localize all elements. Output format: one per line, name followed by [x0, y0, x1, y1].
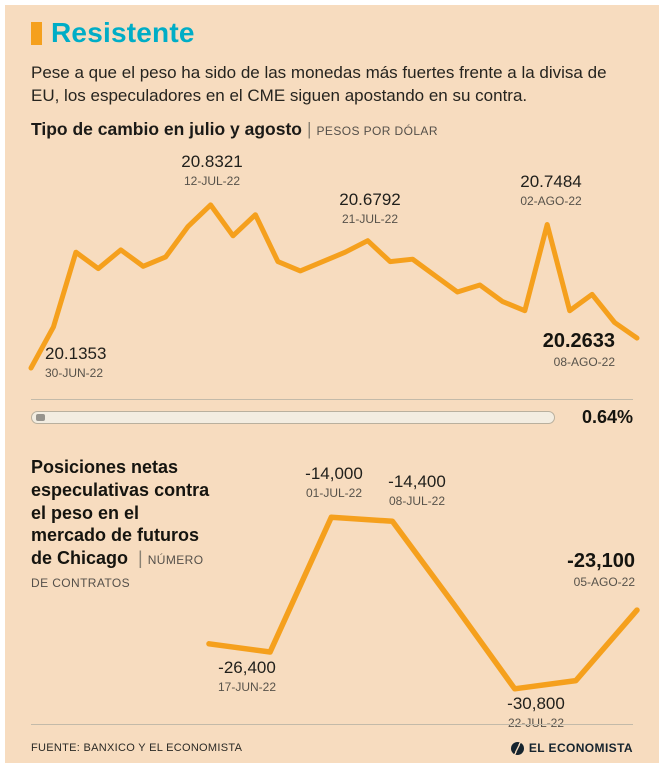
chart-annotation: -14,400 08-JUL-22: [388, 472, 446, 508]
scrollbar-track[interactable]: [31, 411, 555, 425]
speculative-positions-chart: Posiciones netas especulativas contra el…: [31, 454, 640, 732]
separator: |: [306, 119, 312, 140]
annotation-value: -26,400: [218, 658, 276, 678]
title-bullet-icon: [31, 21, 42, 45]
annotation-value: -30,800: [507, 694, 565, 714]
brand: EL ECONOMISTA: [510, 741, 633, 755]
annotation-date: 08-JUL-22: [388, 494, 446, 509]
scrollbar-handle[interactable]: [36, 414, 45, 422]
intro-text: Pese a que el peso ha sido de las moneda…: [31, 63, 607, 105]
annotation-date: 05-AGO-22: [573, 575, 635, 590]
chart2-title: Posiciones netas especulativas contra el…: [31, 456, 219, 592]
chart-annotation: -30,800 22-JUL-22: [507, 694, 565, 730]
separator: |: [138, 547, 143, 568]
brand-logo-icon: [510, 741, 524, 755]
chart2-unit-label: NÚMERO DE CONTRATOS: [31, 552, 204, 590]
chart2-title-text: Posiciones netas especulativas contra el…: [31, 457, 210, 568]
annotation-value: 20.7484: [520, 172, 582, 192]
chart1-unit-label: PESOS POR DÓLAR: [316, 124, 438, 139]
annotation-date: 01-JUL-22: [305, 486, 363, 501]
annotation-date: 12-JUL-22: [183, 174, 241, 189]
chart-annotation: 20.7484 02-AGO-22: [520, 172, 581, 208]
chart1-title: Tipo de cambio en julio y agosto | PESOS P…: [31, 119, 633, 140]
annotation-value: 20.2633: [542, 330, 615, 353]
chart1-title-text: Tipo de cambio en julio y agosto: [31, 119, 302, 140]
change-indicator-row: 0.64%: [31, 407, 633, 428]
annotation-value: -14,000: [305, 464, 363, 484]
footer-divider: [31, 724, 633, 725]
annotation-date: 30-JUN-22: [45, 366, 104, 381]
positions-line-chart: [206, 514, 640, 692]
divider: [31, 399, 633, 401]
annotation-value: 20.1353: [45, 344, 107, 364]
chart-annotation-latest: -23,100 05-AGO-22: [567, 550, 635, 589]
annotation-value: 20.6792: [339, 190, 401, 210]
annotation-date: 21-JUL-22: [341, 212, 399, 227]
brand-name: EL ECONOMISTA: [528, 741, 633, 755]
exchange-rate-line-chart: [28, 202, 640, 371]
chart-annotation-latest: 20.2633 08-AGO-22: [543, 330, 615, 369]
header: Resistente: [31, 17, 633, 49]
source-text: FUENTE: BANXICO Y EL ECONOMISTA: [31, 742, 243, 754]
exchange-rate-chart: 20.1353 30-JUN-22 20.8321 12-JUL-22 20.6…: [28, 146, 640, 391]
annotation-date: 17-JUN-22: [217, 680, 277, 695]
chart-annotation: 20.1353 30-JUN-22: [45, 344, 106, 380]
infographic-panel: Resistente Pese a que el peso ha sido de…: [5, 5, 659, 763]
annotation-value: 20.8321: [181, 152, 243, 172]
annotation-date: 02-AGO-22: [520, 194, 582, 209]
annotation-date: 22-JUL-22: [507, 716, 565, 731]
chart-annotation: -14,000 01-JUL-22: [305, 464, 363, 500]
page-title: Resistente: [51, 17, 195, 48]
annotation-date: 08-AGO-22: [553, 355, 615, 370]
chart-annotation: -26,400 17-JUN-22: [218, 658, 276, 694]
chart-annotation: 20.6792 21-JUL-22: [339, 190, 400, 226]
change-percentage: 0.64%: [581, 407, 633, 428]
annotation-value: -23,100: [567, 550, 635, 573]
footer: FUENTE: BANXICO Y EL ECONOMISTA EL ECONO…: [31, 741, 633, 755]
annotation-value: -14,400: [388, 472, 446, 492]
chart-annotation: 20.8321 12-JUL-22: [181, 152, 242, 188]
